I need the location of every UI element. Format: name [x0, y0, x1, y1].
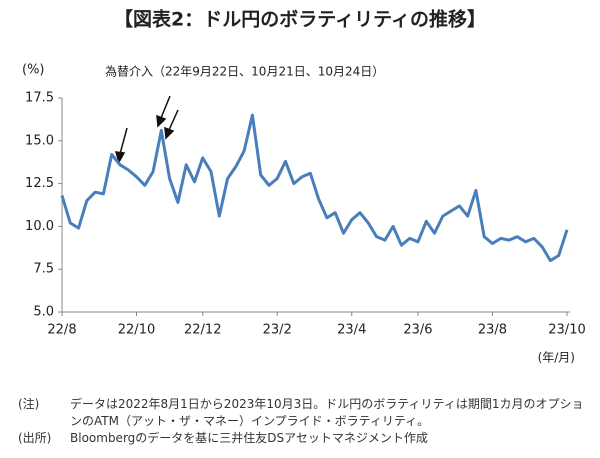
notes: (注) データは2022年8月1日から2023年10月3日。ドル円のボラティリティ…: [18, 396, 592, 447]
x-tick-label: 23/2: [263, 323, 292, 338]
note-text: Bloombergのデータを基に三井住友DSアセットマネジメント作成: [70, 431, 428, 445]
y-tick-label: 10.0: [25, 219, 54, 234]
chart-title: 【図表2：ドル円のボラティリティの推移】: [114, 8, 486, 31]
note-row: (出所) Bloombergのデータを基に三井住友DSアセットマネジメント作成: [18, 430, 592, 447]
note-row: (注) データは2022年8月1日から2023年10月3日。ドル円のボラティリティ…: [18, 396, 592, 430]
y-unit: (%): [22, 63, 45, 78]
x-tick-label: 22/12: [184, 323, 221, 338]
x-tick-label: 22/10: [118, 323, 155, 338]
arrows: [114, 95, 179, 164]
x-tick-label: 23/4: [337, 323, 366, 338]
y-tick-label: 7.5: [33, 262, 54, 277]
note-label: (出所): [18, 431, 52, 445]
x-tick-label: 23/6: [403, 323, 432, 338]
x-unit: (年/月): [538, 351, 575, 365]
note-label: (注): [18, 397, 40, 411]
line: [60, 113, 569, 263]
annotation: 為替介入（22年9月22日、10月21日、10月24日）: [105, 65, 384, 79]
y-tick-label: 12.5: [25, 176, 54, 191]
y-tick-label: 17.5: [25, 91, 54, 106]
y-tick-label: 5.0: [33, 305, 54, 320]
note-text: データは2022年8月1日から2023年10月3日。ドル円のボラティリティは期間…: [70, 397, 584, 428]
x-tick-label: 22/8: [47, 323, 76, 338]
chart: 【図表2：ドル円のボラティリティの推移】 (%) 為替介入（22年9月22日、1…: [22, 8, 586, 365]
y-tick-label: 15.0: [25, 133, 54, 148]
x-tick-label: 23/8: [478, 323, 507, 338]
x-tick-label: 23/10: [548, 323, 585, 338]
